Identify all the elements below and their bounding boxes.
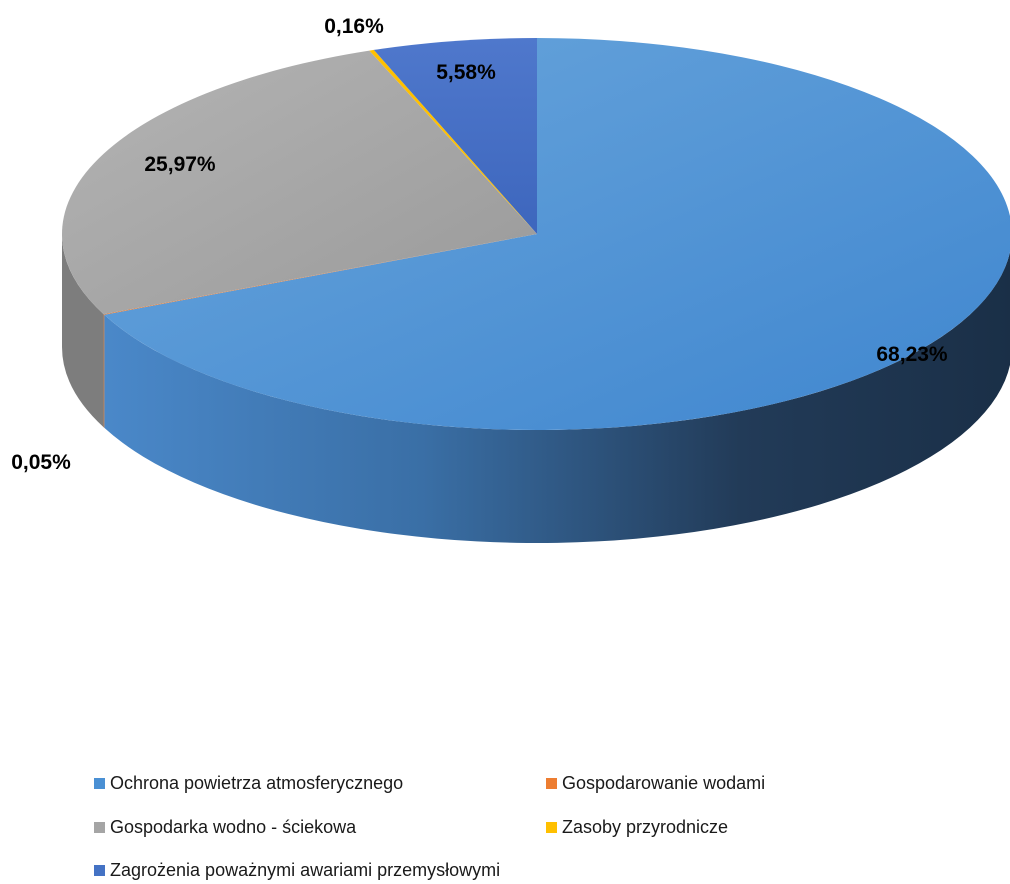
- data-label-zasoby-przyrodnicze: 0,16%: [324, 15, 384, 38]
- legend-label: Gospodarowanie wodami: [562, 773, 766, 793]
- legend-item-zasoby-przyrodnicze: Zasoby przyrodnicze: [546, 817, 728, 838]
- pie-side-gospodarka-wodno-sciekowa: [62, 234, 104, 428]
- pie-slice-gospodarka-wodno-sciekowa: [62, 50, 537, 315]
- data-label-gospodarowanie-wodami: 0,05%: [11, 451, 71, 474]
- legend-item-gospodarka-wodno-sciekowa: Gospodarka wodno - ściekowa: [94, 817, 356, 838]
- legend-item-zagrozenia-powaznymi-awariami-przemyslowymi: Zagrożenia poważnymi awariami przemysłow…: [94, 860, 500, 881]
- legend-swatch: [546, 822, 557, 833]
- legend-swatch: [94, 865, 105, 876]
- data-label-gospodarka-wodno-sciekowa: 25,97%: [144, 153, 216, 176]
- pie-slice-gospodarowanie-wodami: [103, 234, 537, 315]
- pie-side-ochrona-powietrza-atmosferycznego: [104, 251, 1010, 543]
- pie-slice-zagrozenia-powaznymi-awariami-przemyslowymi: [373, 38, 537, 234]
- legend-label: Zagrożenia poważnymi awariami przemysłow…: [110, 860, 501, 880]
- pie-slice-zasoby-przyrodnicze: [369, 49, 537, 235]
- legend-label: Ochrona powietrza atmosferycznego: [110, 773, 404, 793]
- legend-swatch: [546, 778, 557, 789]
- legend-label: Zasoby przyrodnicze: [562, 817, 729, 837]
- data-label-zagrozenia-powaznymi-awariami-przemyslowymi: 5,58%: [436, 61, 496, 84]
- legend-swatch: [94, 822, 105, 833]
- legend-item-gospodarowanie-wodami: Gospodarowanie wodami: [546, 773, 765, 794]
- data-label-ochrona-powietrza-atmosferycznego: 68,23%: [876, 343, 948, 366]
- legend-label: Gospodarka wodno - ściekowa: [110, 817, 357, 837]
- legend-swatch: [94, 778, 105, 789]
- pie-side-gospodarowanie-wodami: [103, 314, 105, 428]
- legend-item-ochrona-powietrza-atmosferycznego: Ochrona powietrza atmosferycznego: [94, 773, 403, 794]
- pie-slice-ochrona-powietrza-atmosferycznego: [104, 38, 1010, 430]
